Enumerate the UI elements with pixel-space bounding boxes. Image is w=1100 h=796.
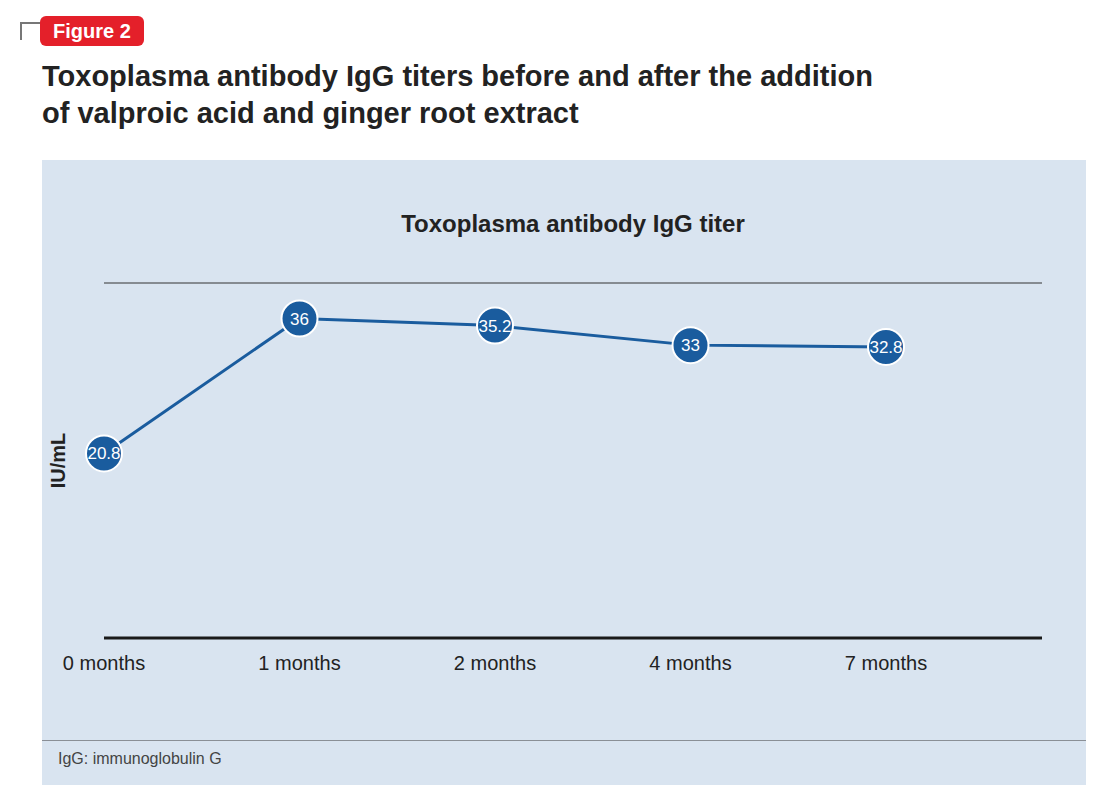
svg-text:IU/mL: IU/mL (47, 433, 69, 489)
svg-text:2 months: 2 months (454, 652, 536, 674)
svg-text:35.2: 35.2 (478, 317, 511, 336)
svg-text:4 months: 4 months (649, 652, 731, 674)
html-text:Figure 2: Figure 2 (53, 20, 131, 42)
svg-text:32.8: 32.8 (869, 338, 902, 357)
html-text:Toxoplasma antibody IgG titer: Toxoplasma antibody IgG titer (401, 210, 745, 237)
svg-text:36: 36 (290, 310, 309, 329)
html-text:IgG: immunoglobulin G: IgG: immunoglobulin G (58, 750, 222, 767)
html-text:Toxoplasma antibody IgG titers: Toxoplasma antibody IgG titers before an… (42, 60, 873, 129)
svg-text:1 months: 1 months (258, 652, 340, 674)
svg-text:0 months: 0 months (63, 652, 145, 674)
svg-text:7 months: 7 months (845, 652, 927, 674)
svg-text:20.8: 20.8 (87, 444, 120, 463)
svg-text:33: 33 (681, 336, 700, 355)
